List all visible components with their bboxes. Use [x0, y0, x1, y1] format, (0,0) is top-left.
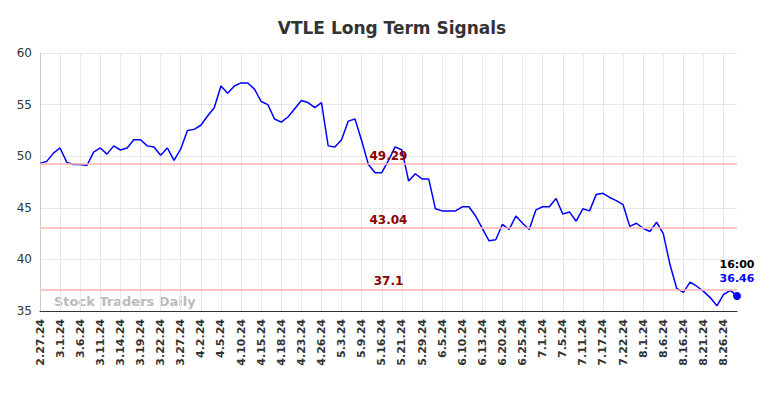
svg-text:Stock Traders Daily: Stock Traders Daily [54, 294, 196, 309]
svg-text:7.5.24: 7.5.24 [556, 319, 569, 358]
svg-text:6.10.24: 6.10.24 [456, 319, 469, 366]
svg-text:5.3.24: 5.3.24 [335, 319, 348, 358]
svg-text:7.1.24: 7.1.24 [536, 319, 549, 358]
svg-text:4.18.24: 4.18.24 [275, 319, 288, 366]
svg-text:8.26.24: 8.26.24 [717, 319, 730, 366]
svg-text:3.27.24: 3.27.24 [174, 319, 187, 366]
svg-text:3.6.24: 3.6.24 [74, 319, 87, 358]
svg-text:4.26.24: 4.26.24 [315, 319, 328, 366]
svg-text:5.29.24: 5.29.24 [416, 319, 429, 366]
svg-text:3.22.24: 3.22.24 [154, 319, 167, 366]
svg-text:8.1.24: 8.1.24 [637, 319, 650, 358]
svg-text:50: 50 [17, 149, 32, 163]
svg-text:7.11.24: 7.11.24 [576, 319, 589, 366]
svg-text:49.29: 49.29 [370, 149, 408, 163]
svg-text:40: 40 [17, 252, 32, 266]
svg-text:4.5.24: 4.5.24 [214, 319, 227, 358]
svg-text:60: 60 [17, 46, 32, 60]
svg-text:3.11.24: 3.11.24 [94, 319, 107, 366]
svg-text:4.10.24: 4.10.24 [235, 319, 248, 366]
svg-text:VTLE Long Term Signals: VTLE Long Term Signals [278, 18, 506, 38]
svg-text:36.46: 36.46 [720, 272, 755, 285]
svg-text:35: 35 [17, 304, 32, 318]
svg-text:55: 55 [17, 98, 32, 112]
svg-text:6.25.24: 6.25.24 [516, 319, 529, 366]
svg-text:5.21.24: 5.21.24 [395, 319, 408, 366]
svg-text:2.27.24: 2.27.24 [34, 319, 47, 366]
svg-text:4.15.24: 4.15.24 [255, 319, 268, 366]
svg-text:4.2.24: 4.2.24 [194, 319, 207, 358]
svg-text:16:00: 16:00 [719, 258, 754, 271]
svg-text:43.04: 43.04 [370, 213, 408, 227]
svg-text:3.19.24: 3.19.24 [134, 319, 147, 366]
svg-text:4.23.24: 4.23.24 [295, 319, 308, 366]
svg-text:7.22.24: 7.22.24 [617, 319, 630, 366]
svg-text:6.13.24: 6.13.24 [476, 319, 489, 366]
svg-text:5.9.24: 5.9.24 [355, 319, 368, 358]
svg-text:8.6.24: 8.6.24 [657, 319, 670, 358]
svg-text:8.21.24: 8.21.24 [697, 319, 710, 366]
svg-text:8.16.24: 8.16.24 [677, 319, 690, 366]
svg-text:5.16.24: 5.16.24 [375, 319, 388, 366]
svg-text:45: 45 [17, 201, 32, 215]
svg-text:7.17.24: 7.17.24 [596, 319, 609, 366]
svg-text:3.14.24: 3.14.24 [114, 319, 127, 366]
svg-text:6.5.24: 6.5.24 [436, 319, 449, 358]
svg-text:6.20.24: 6.20.24 [496, 319, 509, 366]
svg-text:3.1.24: 3.1.24 [54, 319, 67, 358]
svg-text:37.1: 37.1 [374, 274, 404, 288]
